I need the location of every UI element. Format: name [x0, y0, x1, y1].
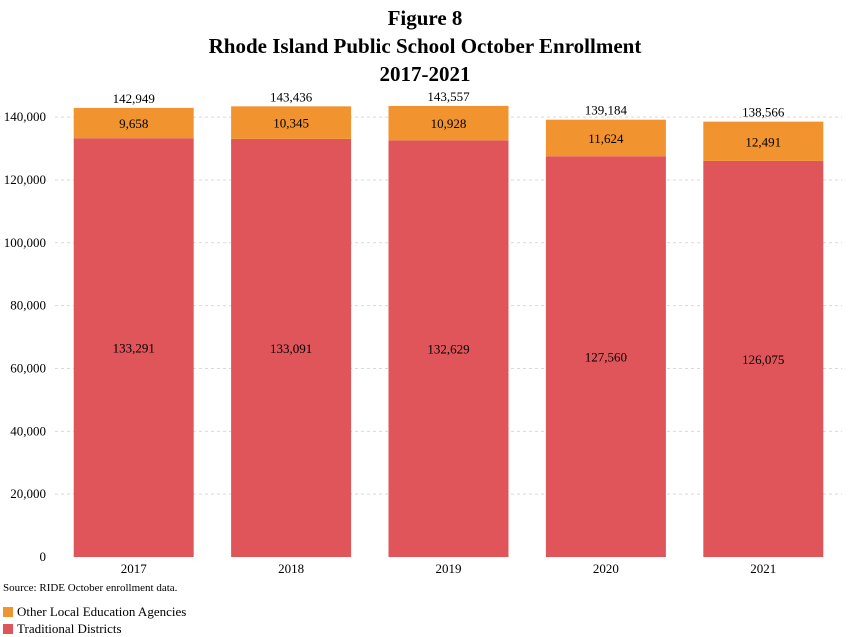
- x-tick-label: 2018: [278, 561, 304, 576]
- title-line-2: Rhode Island Public School October Enrol…: [208, 34, 642, 58]
- stacked-bar-chart: 0 20,000 40,000 60,000 80,000 100,000 120,000 1…: [4, 89, 842, 576]
- data-label-traditional: 133,291: [113, 341, 155, 356]
- data-label-other-lea: 12,491: [745, 134, 781, 149]
- data-label-traditional: 127,560: [585, 350, 627, 365]
- data-label-traditional: 132,629: [427, 342, 469, 357]
- y-tick-label: 100,000: [4, 235, 46, 250]
- legend-swatch-other-lea: [3, 606, 13, 617]
- legend-item-traditional: Traditional Districts: [3, 620, 186, 637]
- data-label-traditional: 126,075: [742, 352, 784, 367]
- y-tick-label: 140,000: [4, 109, 46, 124]
- data-label-other-lea: 11,624: [588, 131, 624, 146]
- title-line-1: Figure 8: [387, 6, 463, 30]
- data-label-total: 142,949: [113, 91, 155, 106]
- y-tick-label: 120,000: [4, 172, 46, 187]
- bar-other-lea: [545, 119, 666, 157]
- data-label-total: 143,436: [270, 89, 313, 104]
- legend: Other Local Education Agencies Tradition…: [3, 603, 186, 637]
- bar-other-lea: [231, 106, 352, 139]
- bar-traditional-districts: [73, 138, 194, 557]
- x-tick-label: 2021: [750, 561, 776, 576]
- data-label-other-lea: 9,658: [119, 116, 148, 131]
- x-tick-label: 2017: [121, 561, 148, 576]
- bar-traditional-districts: [231, 138, 352, 557]
- title-line-3: 2017-2021: [379, 62, 471, 86]
- data-label-other-lea: 10,345: [273, 116, 309, 131]
- bar-traditional-districts: [388, 140, 509, 558]
- y-tick-label: 0: [40, 549, 47, 564]
- bar-other-lea: [388, 105, 509, 141]
- legend-swatch-traditional: [3, 623, 13, 634]
- y-tick-label: 60,000: [10, 360, 46, 375]
- legend-item-other-lea: Other Local Education Agencies: [3, 603, 186, 620]
- x-tick-label: 2019: [436, 561, 462, 576]
- data-label-traditional: 133,091: [270, 341, 312, 356]
- bar-other-lea: [73, 107, 194, 139]
- data-label-other-lea: 10,928: [431, 116, 467, 131]
- data-label-total: 138,566: [742, 105, 785, 120]
- y-tick-label: 80,000: [10, 298, 46, 313]
- source-note: Source: RIDE October enrollment data.: [3, 582, 178, 594]
- y-tick-label: 20,000: [10, 486, 46, 501]
- chart-title: Figure 8 Rhode Island Public School Octo…: [0, 4, 850, 88]
- x-tick-label: 2020: [593, 561, 619, 576]
- y-tick-label: 40,000: [10, 423, 46, 438]
- data-label-total: 143,557: [427, 89, 470, 104]
- bar-other-lea: [703, 121, 824, 161]
- legend-label-other-lea: Other Local Education Agencies: [17, 603, 187, 619]
- bar-traditional-districts: [545, 156, 666, 557]
- legend-label-traditional: Traditional Districts: [17, 620, 122, 636]
- data-label-total: 139,184: [585, 103, 628, 118]
- bar-traditional-districts: [703, 160, 824, 557]
